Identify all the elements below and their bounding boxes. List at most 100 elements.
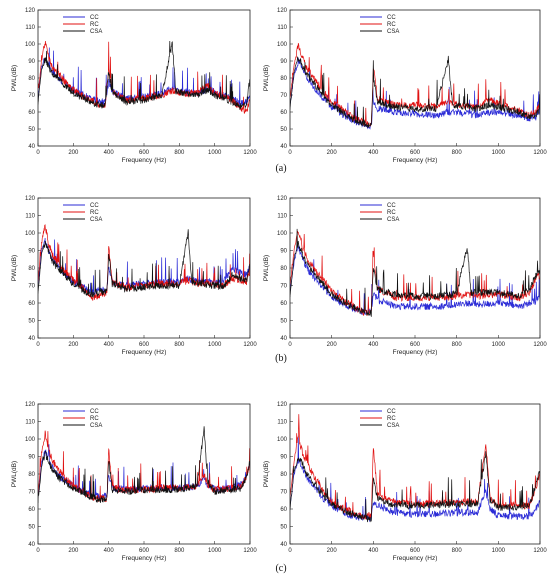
legend-label-cc: CC (387, 15, 396, 21)
legend-label-csa: CSA (387, 423, 399, 429)
x-tick-label: 200 (327, 342, 338, 348)
x-axis-label: Frequency (Hz) (393, 555, 438, 562)
x-axis-label: Frequency (Hz) (393, 349, 438, 356)
x-tick-label: 1200 (533, 548, 547, 554)
y-tick-label: 50 (280, 127, 287, 133)
legend-label-rc: RC (90, 416, 99, 422)
x-tick-label: 600 (139, 150, 150, 156)
y-tick-label: 70 (280, 93, 287, 99)
y-axis-label: PWL(dB) (263, 65, 270, 91)
y-tick-label: 90 (28, 249, 35, 255)
series-group (290, 414, 540, 523)
legend-label-cc: CC (387, 203, 396, 209)
y-tick-label: 80 (28, 472, 35, 478)
x-tick-label: 800 (452, 150, 463, 156)
y-tick-label: 120 (277, 8, 288, 14)
series-group (290, 228, 540, 317)
y-tick-label: 50 (28, 127, 35, 133)
series-line-csa (290, 228, 540, 317)
chart-panel-3: 0 200 400 600 800 1000 1200 40 50 60 70 80 90 100 110 1… (263, 196, 547, 356)
x-tick-label: 400 (368, 342, 379, 348)
series-line-rc (38, 430, 250, 503)
y-tick-label: 50 (28, 319, 35, 325)
y-tick-label: 60 (280, 110, 287, 116)
y-tick-label: 80 (280, 76, 287, 82)
legend-label-csa: CSA (90, 423, 102, 429)
chart-panel-5: 0 200 400 600 800 1000 1200 40 50 60 70 80 90 100 110 1… (263, 402, 547, 562)
plot-frame (37, 197, 251, 339)
y-tick-label: 110 (25, 214, 35, 220)
y-tick-label: 80 (28, 266, 35, 272)
x-tick-label: 400 (104, 342, 115, 348)
y-tick-label: 70 (280, 490, 287, 496)
y-tick-label: 90 (280, 249, 287, 255)
y-tick-label: 120 (277, 196, 288, 202)
legend-label-csa: CSA (90, 217, 102, 223)
y-tick-label: 70 (28, 93, 35, 99)
series-line-rc (290, 414, 540, 520)
y-tick-label: 110 (25, 25, 35, 31)
x-tick-label: 1200 (243, 342, 257, 348)
chart-panel-4: 0 200 400 600 800 1000 1200 40 50 60 70 80 90 100 110 1… (11, 402, 257, 562)
x-tick-label: 600 (139, 342, 150, 348)
legend-label-rc: RC (90, 22, 99, 28)
series-group (38, 426, 250, 504)
x-tick-label: 200 (68, 342, 79, 348)
x-tick-label: 1000 (208, 548, 222, 554)
y-tick-label: 100 (277, 437, 288, 443)
y-tick-label: 50 (280, 525, 287, 531)
caption-b: (b) (275, 353, 287, 364)
x-tick-label: 800 (174, 342, 185, 348)
series-line-csa (290, 55, 540, 128)
series-group (38, 40, 250, 114)
x-axis-label: Frequency (Hz) (122, 157, 167, 164)
x-tick-label: 800 (452, 342, 463, 348)
x-tick-label: 400 (104, 548, 115, 554)
y-tick-label: 40 (280, 542, 287, 548)
chart-panel-0: 0 200 400 600 800 1000 1200 40 50 60 70 80 90 100 110 1… (11, 8, 257, 164)
y-tick-label: 50 (28, 525, 35, 531)
x-tick-label: 0 (288, 548, 292, 554)
x-tick-label: 400 (104, 150, 115, 156)
x-tick-label: 0 (36, 342, 40, 348)
y-tick-label: 60 (280, 507, 287, 513)
series-line-rc (38, 40, 250, 114)
x-tick-label: 600 (139, 548, 150, 554)
y-tick-label: 40 (280, 336, 287, 342)
y-axis-label: PWL(dB) (263, 255, 270, 281)
y-tick-label: 70 (28, 284, 35, 290)
x-tick-label: 1000 (492, 342, 506, 348)
series-line-csa (38, 40, 250, 110)
y-tick-label: 100 (25, 437, 36, 443)
series-line-csa (290, 451, 540, 523)
y-tick-label: 120 (25, 402, 36, 408)
x-axis-label: Frequency (Hz) (393, 157, 438, 164)
x-tick-label: 1200 (243, 150, 257, 156)
x-tick-label: 800 (174, 150, 185, 156)
y-tick-label: 110 (277, 25, 287, 31)
legend-label-cc: CC (387, 409, 396, 415)
y-tick-label: 60 (28, 507, 35, 513)
caption-a: (a) (275, 163, 286, 174)
y-tick-label: 40 (28, 144, 35, 150)
series-line-cc (290, 57, 540, 130)
x-tick-label: 600 (410, 548, 421, 554)
plot-frame (289, 9, 541, 147)
x-tick-label: 200 (68, 150, 79, 156)
x-tick-label: 800 (452, 548, 463, 554)
plot-frame (289, 197, 541, 339)
y-tick-label: 110 (277, 214, 287, 220)
y-tick-label: 90 (280, 455, 287, 461)
legend-label-csa: CSA (387, 29, 399, 35)
legend-label-csa: CSA (387, 217, 399, 223)
caption-c: (c) (275, 563, 286, 574)
x-tick-label: 0 (288, 150, 292, 156)
x-tick-label: 0 (36, 548, 40, 554)
y-tick-label: 120 (25, 196, 36, 202)
y-axis-label: PWL(dB) (11, 461, 18, 487)
y-tick-label: 100 (277, 231, 288, 237)
y-tick-label: 100 (25, 42, 36, 48)
legend-label-cc: CC (90, 409, 99, 415)
y-tick-label: 80 (280, 472, 287, 478)
